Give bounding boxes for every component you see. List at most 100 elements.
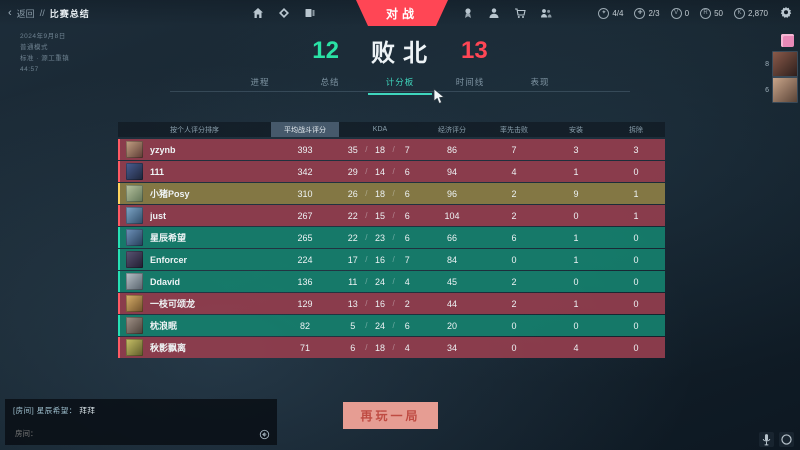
social-icon[interactable]: [540, 7, 552, 19]
acs-value: 82: [299, 320, 310, 331]
firstbloods-value: 2: [511, 298, 517, 309]
table-row[interactable]: 星辰希望 265 22/23/6 66 6 1 0: [118, 227, 665, 248]
kda-value: 5/24/6: [350, 320, 410, 331]
speaker-circle-icon[interactable]: [779, 432, 794, 447]
mic-icon[interactable]: [759, 432, 774, 447]
team-accent-bar: [118, 139, 120, 160]
tab-bar: 进程 总结 计分板 时间线 表现: [0, 76, 800, 95]
team-accent-bar: [118, 249, 120, 270]
kda-value: 29/14/6: [347, 166, 410, 177]
col-econ[interactable]: 经济评分: [438, 126, 466, 134]
kda-value: 22/15/6: [347, 210, 410, 221]
sort-header[interactable]: 按个人评分排序: [170, 126, 219, 134]
home-icon[interactable]: [252, 7, 264, 19]
table-row[interactable]: Enforcer 224 17/16/7 84 0 1 0: [118, 249, 665, 270]
agent-avatar: [126, 273, 143, 290]
settings-gear-icon[interactable]: [780, 6, 792, 18]
table-row[interactable]: just 267 22/15/6 104 2 0 1: [118, 205, 665, 226]
agent-avatar: [126, 339, 143, 356]
agents-icon[interactable]: [488, 7, 500, 19]
tab-计分板[interactable]: 计分板: [366, 76, 434, 95]
tab-时间线[interactable]: 时间线: [455, 77, 485, 87]
match-duration: 44:57: [20, 66, 39, 73]
defuses-value: 0: [633, 232, 639, 243]
firstbloods-value: 2: [511, 210, 517, 221]
currency-value: 50: [714, 8, 723, 18]
tab-表现[interactable]: 表现: [530, 77, 550, 87]
play-again-button[interactable]: 再玩一局: [343, 402, 438, 429]
col-kda[interactable]: KDA: [372, 126, 388, 133]
back-chevron-icon: ‹: [8, 7, 12, 19]
team-accent-bar: [118, 205, 120, 226]
defuses-value: 3: [633, 144, 639, 155]
acs-value: 71: [299, 342, 310, 353]
acs-value: 265: [297, 232, 313, 243]
player-name: 111: [150, 166, 165, 177]
radianite-icon: R: [700, 7, 712, 19]
table-row[interactable]: 小猪Posy 310 26/18/6 96 2 9 1: [118, 183, 665, 204]
econ-value: 45: [446, 276, 457, 287]
career-icon[interactable]: [462, 7, 474, 19]
collection-icon[interactable]: [304, 7, 316, 19]
col-acs[interactable]: 平均战斗评分: [271, 122, 339, 137]
kda-value: 35/18/7: [347, 144, 410, 155]
col-firstbloods[interactable]: 率先击败: [500, 126, 528, 134]
party-member-avatar[interactable]: [772, 51, 798, 77]
chat-message: [房间] 星辰希望： 拜拜: [13, 405, 269, 416]
tab-进程[interactable]: 进程: [250, 77, 270, 87]
back-button[interactable]: ‹ 返回 // 比赛总结: [8, 7, 90, 20]
acs-value: 224: [297, 254, 313, 265]
agent-avatar: [126, 251, 143, 268]
currency-value: 2,870: [747, 8, 768, 18]
scoreboard: 按个人评分排序 平均战斗评分 KDA 经济评分 率先击败 安装 拆除 yzynb…: [118, 122, 665, 359]
enemy-score: 13: [461, 36, 488, 64]
plants-value: 0: [573, 276, 579, 287]
defuses-value: 0: [633, 298, 639, 309]
table-row[interactable]: 111 342 29/14/6 94 4 1 0: [118, 161, 665, 182]
match-date: 2024年9月8日: [20, 33, 66, 40]
match-info: 2024年9月8日 普通模式 标准 · 源工重镇 44:57: [20, 31, 69, 75]
gift-icon[interactable]: [781, 34, 794, 47]
kda-value: 6/18/4: [350, 342, 410, 353]
table-row[interactable]: 枕浪眠 82 5/24/6 20 0 0 0: [118, 315, 665, 336]
currency-value: 0: [684, 8, 690, 18]
col-defuses[interactable]: 拆除: [629, 126, 643, 134]
col-plants[interactable]: 安装: [569, 126, 583, 134]
chat-channel-icon[interactable]: [259, 429, 270, 440]
defuses-value: 1: [633, 188, 639, 199]
table-row[interactable]: yzynb 393 35/18/7 86 7 3 3: [118, 139, 665, 160]
play-banner-label: 对战: [385, 6, 418, 21]
econ-value: 20: [446, 320, 457, 331]
play-banner[interactable]: 对战: [356, 0, 448, 26]
battlepass-icon[interactable]: [278, 7, 290, 19]
econ-value: 104: [444, 210, 460, 221]
table-row[interactable]: Ddavid 136 11/24/4 45 2 0 0: [118, 271, 665, 292]
back-label: 返回: [16, 8, 35, 19]
chat-input[interactable]: [13, 428, 237, 439]
team-accent-bar: [118, 227, 120, 248]
currency-value: 4/4: [612, 8, 624, 18]
econ-value: 84: [446, 254, 457, 265]
table-row[interactable]: 秋影飘离 71 6/18/4 34 0 4 0: [118, 337, 665, 358]
vp-icon: V: [670, 7, 682, 19]
currency-credits-icon: K 2,870: [733, 7, 768, 19]
team-accent-bar: [118, 293, 120, 314]
party-member-avatar[interactable]: [772, 77, 798, 103]
firstbloods-value: 0: [511, 254, 517, 265]
currency-radianite-icon: R 50: [700, 7, 723, 19]
breadcrumb-separator: //: [39, 8, 45, 18]
agent-avatar: [126, 141, 143, 158]
currency-progress-icon: ✚ 2/3: [634, 7, 660, 19]
agent-avatar: [126, 295, 143, 312]
party-level-badge: 6: [765, 86, 769, 94]
player-name: 小猪Posy: [150, 189, 190, 199]
agent-avatar: [126, 163, 143, 180]
tab-总结[interactable]: 总结: [320, 77, 340, 87]
progress-icon: ✚: [634, 7, 646, 19]
plants-value: 4: [573, 342, 579, 353]
firstbloods-value: 6: [511, 232, 517, 243]
table-row[interactable]: 一枝可颂龙 129 13/16/2 44 2 1 0: [118, 293, 665, 314]
store-cart-icon[interactable]: [514, 7, 526, 19]
agent-avatar: [126, 229, 143, 246]
player-name: Ddavid: [150, 276, 181, 287]
